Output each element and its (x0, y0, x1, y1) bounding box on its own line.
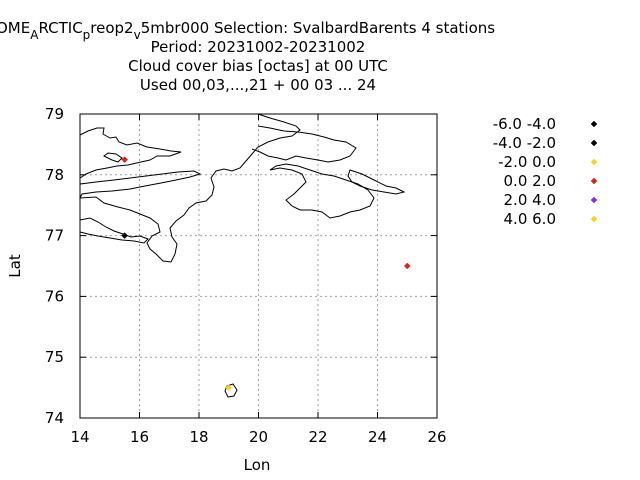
title-variable: Cloud cover bias [octas] at 00 UTC (128, 57, 388, 75)
coastline-nordaustlandet (251, 125, 357, 163)
legend-label: -6.0 -4.0 (493, 115, 556, 133)
x-tick-label: 20 (249, 428, 268, 446)
legend-marker (590, 215, 598, 223)
title-part-6: v (134, 28, 141, 42)
coastline-bjornoya (224, 383, 238, 398)
coastline-map (79, 113, 406, 398)
title-part-3: RCTIC (38, 19, 82, 37)
legend-label: 0.0 2.0 (504, 172, 556, 190)
coastline-spitsbergen (79, 113, 301, 263)
title-period: Period: 20231002-20231002 (151, 38, 366, 56)
legend-marker (590, 120, 598, 128)
title-part-4: p (83, 28, 91, 42)
legend-marker (590, 177, 598, 185)
y-axis-ticks: 74 75 76 77 78 79 (45, 105, 437, 427)
legend-marker (590, 139, 598, 147)
chart-title: OMEARCTICpreop2v5mbr000 Selection: Svalb… (0, 19, 495, 94)
legend: -6.0 -4.0-4.0 -2.0-2.0 0.00.0 2.02.0 4.0… (493, 115, 598, 228)
y-tick-label: 76 (45, 287, 64, 305)
data-point (121, 232, 128, 239)
legend-marker (590, 196, 598, 204)
legend-label: -2.0 0.0 (498, 153, 556, 171)
y-tick-label: 79 (45, 105, 64, 123)
grid (80, 114, 437, 418)
y-axis-label: Lat (6, 254, 24, 278)
y-tick-label: 74 (45, 409, 64, 427)
data-points (121, 156, 411, 391)
data-point (225, 384, 233, 391)
y-tick-label: 78 (45, 166, 64, 184)
legend-label: 2.0 4.0 (504, 191, 556, 209)
x-tick-label: 24 (368, 428, 387, 446)
title-used: Used 00,03,...,21 + 00 03 ... 24 (140, 76, 376, 94)
coastline-prins-karls-forland (103, 152, 123, 163)
data-point (121, 156, 128, 163)
y-tick-label: 75 (45, 348, 64, 366)
title-part-2: A (30, 28, 39, 42)
data-point (403, 262, 411, 270)
coastline-edgeoya (269, 163, 375, 219)
x-tick-label: 18 (189, 428, 208, 446)
x-axis-ticks: 14 16 18 20 22 24 26 (70, 114, 447, 446)
legend-marker (590, 158, 598, 166)
x-tick-label: 22 (308, 428, 327, 446)
coastline-kong-karls-land (347, 169, 406, 195)
svg-text:OMEARCTICpreop2v5mbr000 Sele: OMEARCTICpreop2v5mbr000 Selection: Svalb… (0, 19, 495, 42)
x-tick-label: 14 (70, 428, 89, 446)
title-part-5: reop2 (90, 19, 133, 37)
y-tick-label: 77 (45, 227, 64, 245)
legend-label: 4.0 6.0 (504, 210, 556, 228)
title-part-1: OME (0, 19, 30, 37)
x-axis-label: Lon (244, 456, 271, 474)
title-part-7: 5mbr000 Selection: SvalbardBarents 4 sta… (141, 19, 496, 37)
coastline-fjord (79, 217, 149, 244)
x-tick-label: 16 (130, 428, 149, 446)
x-tick-label: 26 (427, 428, 446, 446)
legend-label: -4.0 -2.0 (493, 134, 556, 152)
